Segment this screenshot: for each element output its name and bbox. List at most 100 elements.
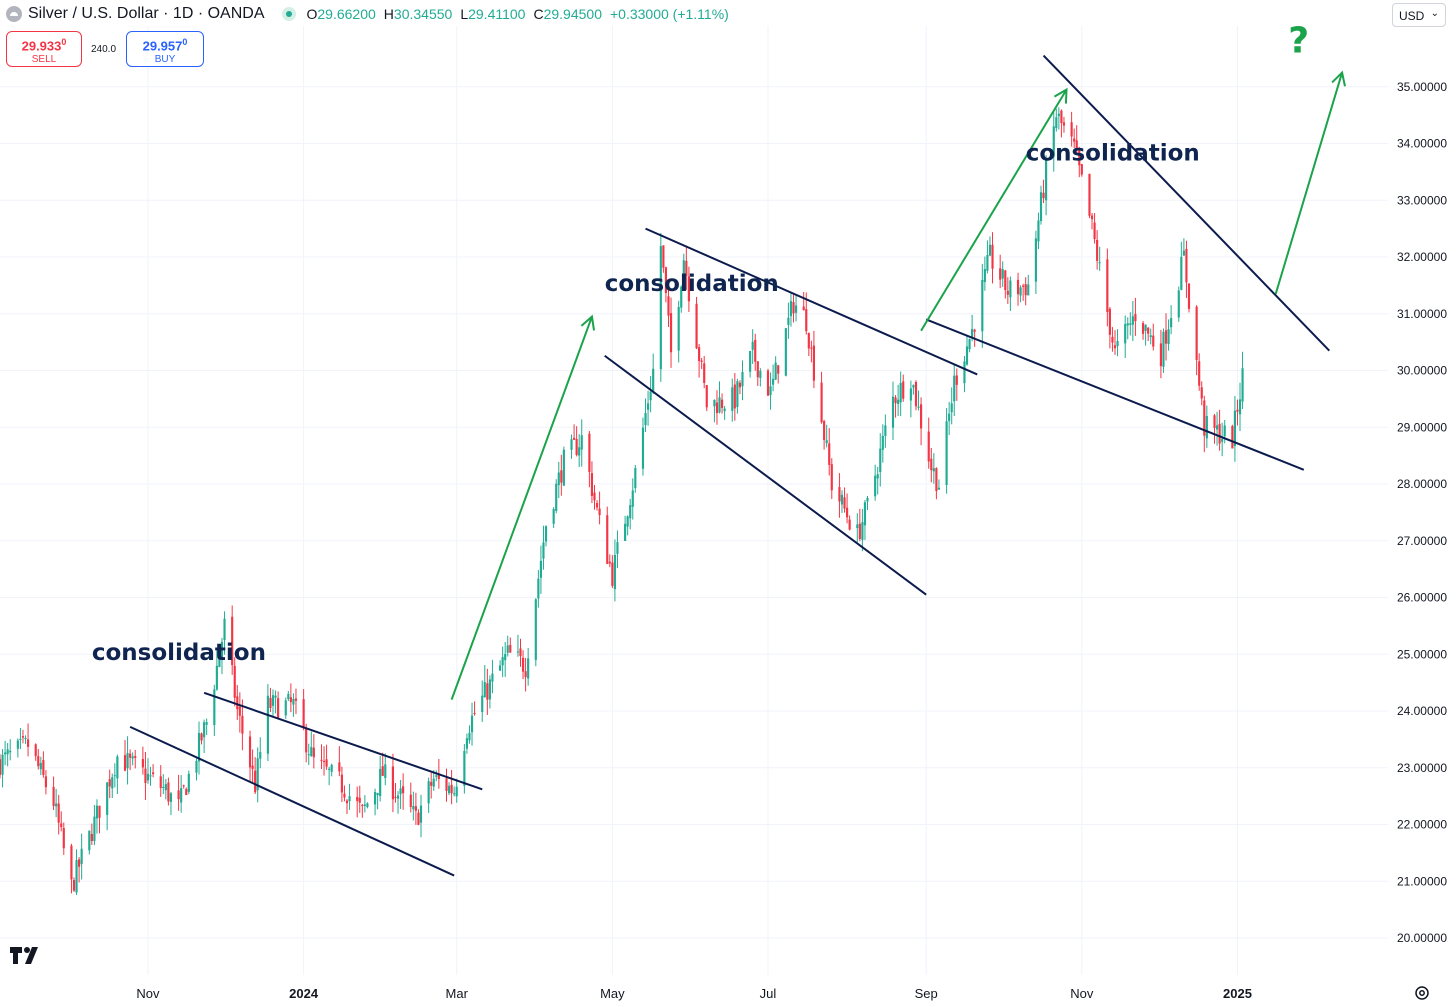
ohlc-high-key: H [383, 6, 394, 22]
candle-body [552, 509, 555, 524]
candle-body [1019, 287, 1022, 296]
candle-body [703, 363, 706, 384]
ohlc-low-key: L [460, 6, 469, 22]
candle-body [1215, 425, 1219, 430]
arrow-head-icon [580, 314, 596, 331]
candle-body [830, 464, 833, 491]
candle-body [866, 497, 869, 502]
candle-body [521, 657, 525, 672]
buy-button[interactable]: 29.9570 BUY [126, 31, 204, 67]
candle-body [1241, 368, 1244, 402]
candle-body [126, 753, 129, 769]
tradingview-logo-icon[interactable] [10, 945, 44, 965]
candle-body [823, 421, 826, 440]
x-tick-label: Jul [760, 986, 777, 1001]
candle-body [794, 305, 798, 313]
candle-body [1057, 113, 1060, 117]
candle-body [631, 490, 634, 507]
candle-body [789, 301, 793, 317]
candle-body [24, 737, 27, 739]
candle-body [937, 487, 941, 490]
candle-body [593, 492, 596, 501]
candle-body [766, 370, 770, 396]
candle-body [1144, 324, 1147, 331]
candle-body [981, 279, 984, 332]
ohlc-change-value: +0.33000 (+1.11%) [610, 6, 729, 22]
candle-body [277, 698, 280, 719]
candle-body [680, 286, 683, 308]
candle-body [1062, 122, 1066, 126]
candle-body [60, 823, 63, 828]
candle-body [131, 756, 134, 759]
settings-gear-icon[interactable] [1413, 984, 1431, 1002]
candle-body [379, 768, 382, 797]
sell-button[interactable]: 29.9330 SELL [6, 31, 82, 67]
candle-body [269, 697, 272, 709]
candle-body [305, 727, 308, 753]
candle-body [177, 790, 180, 800]
consolidation-label: consolidation [1026, 141, 1200, 167]
candle-body [328, 768, 331, 770]
candle-body [715, 402, 719, 414]
candle-body [167, 782, 170, 802]
candle-body [1213, 415, 1216, 428]
candle-body [879, 448, 882, 473]
consolidation-label: consolidation [92, 640, 266, 666]
candle-body [626, 516, 629, 527]
symbol-title[interactable]: Silver / U.S. Dollar · 1D · OANDA [28, 5, 265, 22]
candle-body [1200, 387, 1203, 399]
candle-body [465, 738, 469, 749]
candle-body [197, 732, 201, 762]
candle-body [6, 749, 9, 755]
candle-body [578, 447, 581, 456]
candle-body [733, 384, 736, 409]
candle-body [1131, 316, 1134, 325]
symbol-header: Silver / U.S. Dollar · 1D · OANDA O29.66… [6, 4, 737, 24]
candle-body [991, 244, 994, 269]
arrow-shaft [450, 316, 593, 700]
candle-body [108, 779, 111, 787]
candle-body [1180, 256, 1183, 290]
candle-body [1152, 335, 1155, 347]
candle-body [289, 697, 292, 703]
candle-body [932, 468, 935, 472]
y-tick-label: 23.00000 [1397, 761, 1447, 775]
candle-body [238, 706, 241, 716]
candle-body [570, 439, 573, 450]
candle-body [555, 483, 558, 511]
candle-body [1052, 126, 1055, 157]
arrow-head-icon [1331, 70, 1346, 87]
candle-body [248, 736, 252, 768]
candle-body [843, 497, 846, 509]
y-tick-label: 34.00000 [1397, 137, 1447, 151]
ohlc-low-value: 29.41100 [468, 6, 526, 22]
candle-body [256, 758, 259, 791]
candle-body [912, 385, 915, 388]
candle-body [754, 339, 757, 362]
candle-body [504, 654, 507, 661]
candle-body [129, 753, 132, 758]
candle-body [1187, 283, 1191, 309]
candle-body [445, 778, 448, 791]
candle-body [705, 385, 708, 408]
candle-body [499, 665, 502, 671]
candle-body [1170, 318, 1173, 328]
candle-body [42, 760, 45, 775]
candle-body [4, 752, 7, 755]
candle-body [914, 381, 918, 407]
candle-body [93, 816, 96, 842]
candle-body [146, 773, 150, 781]
candle-body [1231, 426, 1234, 449]
candle-body [1098, 262, 1101, 264]
candle-body [613, 554, 616, 590]
candle-body [519, 648, 522, 657]
candle-body [88, 830, 91, 851]
currency-select[interactable]: USD ⌄ [1392, 3, 1446, 27]
candle-body [802, 306, 805, 311]
candle-body [897, 399, 900, 405]
candle-body [685, 260, 688, 277]
candle-body [1147, 327, 1150, 334]
candle-body [57, 803, 60, 823]
candle-body [537, 578, 540, 599]
